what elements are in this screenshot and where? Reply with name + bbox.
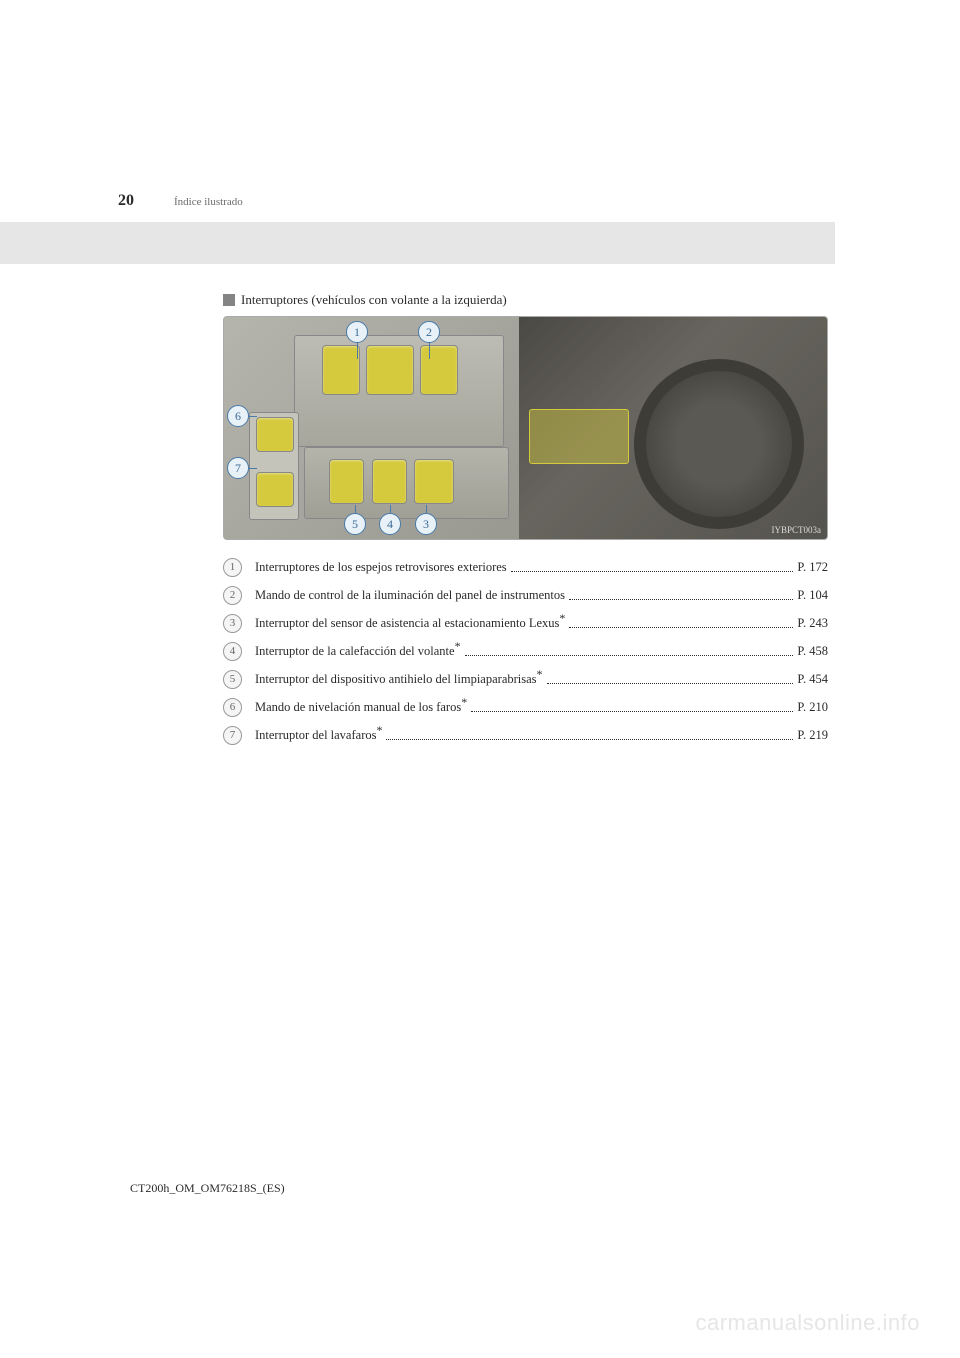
legend-page-ref[interactable]: P. 458 [797,644,828,659]
legend-text: Interruptor de la calefacción del volant… [255,644,461,659]
image-code-label: IYBPCT003a [772,525,822,535]
legend-row: 7 Interruptor del lavafaros* P. 219 [223,721,828,749]
callout-badge-6: 6 [227,405,249,427]
dimmer-button [420,345,458,395]
washer-button [256,472,294,507]
document-code: CT200h_OM_OM76218S_(ES) [130,1181,285,1196]
legend-page-ref[interactable]: P. 454 [797,672,828,687]
steering-wheel-icon [634,359,804,529]
leader-dots [547,674,794,684]
leader-dots [386,730,793,740]
callout-badge-4: 4 [379,513,401,535]
legend-row: 5 Interruptor del dispositivo antihielo … [223,665,828,693]
legend-page-ref[interactable]: P. 172 [797,560,828,575]
callout-line [357,341,358,359]
footnote-star-icon: * [376,722,382,736]
legend-page-ref[interactable]: P. 219 [797,728,828,743]
section-heading-text: Interruptores (vehículos con volante a l… [241,292,507,308]
section-heading: Interruptores (vehículos con volante a l… [223,292,507,308]
header-row: 20 Índice ilustrado [0,192,960,220]
legend-text: Interruptores de los espejos retrovisore… [255,560,507,575]
footnote-star-icon: * [455,638,461,652]
legend-page-ref[interactable]: P. 104 [797,588,828,603]
legend-row: 1 Interruptores de los espejos retroviso… [223,553,828,581]
legend-text: Mando de nivelación manual de los faros* [255,700,467,715]
legend-badge: 7 [223,726,242,745]
callout-badge-1: 1 [346,321,368,343]
control-highlight [529,409,629,464]
legend-badge: 3 [223,614,242,633]
leveling-button [256,417,294,452]
legend-row: 6 Mando de nivelación manual de los faro… [223,693,828,721]
footnote-star-icon: * [461,694,467,708]
dashboard-illustration: 1 2 3 4 5 6 7 IYBPCT003a [223,316,828,540]
leader-dots [471,702,793,712]
legend-badge: 5 [223,670,242,689]
page-number: 20 [118,192,134,210]
heater-button [372,459,407,504]
legend-badge: 1 [223,558,242,577]
callout-badge-3: 3 [415,513,437,535]
mirror-button [366,345,414,395]
callout-badge-2: 2 [418,321,440,343]
footnote-star-icon: * [559,610,565,624]
switch-button [322,345,360,395]
header-section-title: Índice ilustrado [174,196,243,208]
deicer-button [329,459,364,504]
footnote-star-icon: * [537,666,543,680]
header-gray-band [0,222,835,264]
callout-badge-5: 5 [344,513,366,535]
parking-button [414,459,454,504]
legend-list: 1 Interruptores de los espejos retroviso… [223,553,828,749]
legend-text: Interruptor del sensor de asistencia al … [255,616,565,631]
legend-text: Interruptor del lavafaros* [255,728,382,743]
heading-bullet-icon [223,294,235,306]
callout-line [429,341,430,359]
legend-page-ref[interactable]: P. 243 [797,616,828,631]
legend-text: Interruptor del dispositivo antihielo de… [255,672,543,687]
legend-badge: 6 [223,698,242,717]
leader-dots [569,590,793,600]
legend-row: 2 Mando de control de la iluminación del… [223,581,828,609]
legend-page-ref[interactable]: P. 210 [797,700,828,715]
legend-badge: 4 [223,642,242,661]
legend-text: Mando de control de la iluminación del p… [255,588,565,603]
legend-badge: 2 [223,586,242,605]
legend-row: 3 Interruptor del sensor de asistencia a… [223,609,828,637]
watermark-text: carmanualsonline.info [695,1310,920,1336]
leader-dots [511,562,794,572]
leader-dots [569,618,793,628]
legend-row: 4 Interruptor de la calefacción del vola… [223,637,828,665]
callout-badge-7: 7 [227,457,249,479]
leader-dots [465,646,794,656]
dashboard-background [519,317,827,539]
